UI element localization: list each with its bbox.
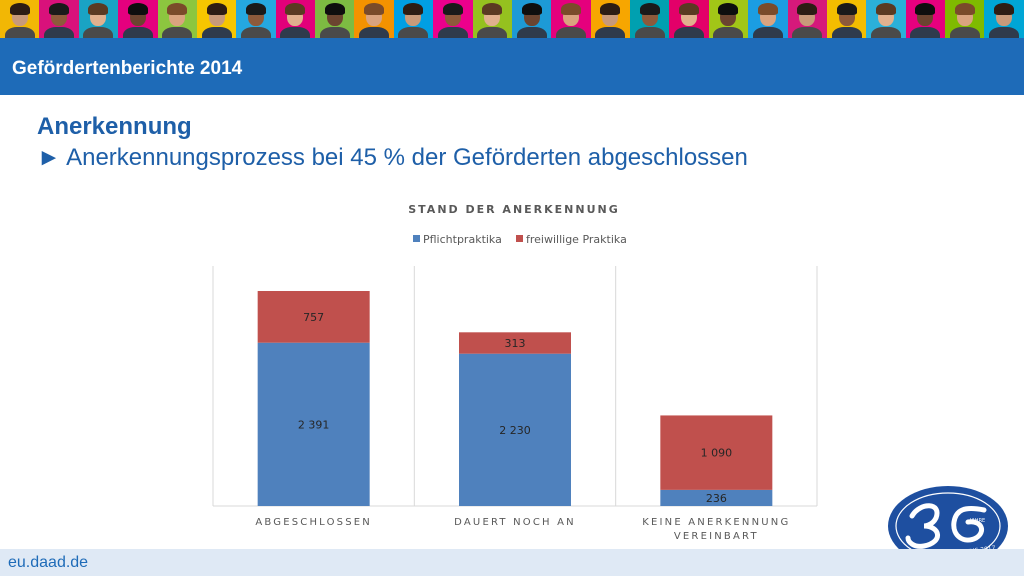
portrait-tile: [630, 0, 670, 38]
header-title: Gefördertenberichte 2014: [12, 58, 243, 79]
portrait-tile: [708, 0, 749, 38]
data-label: 2 391: [298, 418, 330, 431]
portrait-tile: [433, 0, 473, 38]
portrait-tile: [905, 0, 945, 38]
data-label: 757: [303, 311, 324, 324]
bar-pflichtpraktika: [660, 489, 773, 506]
portrait-tile: [945, 0, 985, 38]
portrait-tile: [748, 0, 788, 38]
portrait-tile: [78, 0, 119, 38]
portrait-tile: [354, 0, 394, 38]
legend-swatch: [413, 235, 420, 242]
portrait-tile: [39, 0, 79, 38]
portrait-tile: [275, 0, 315, 38]
data-label: 236: [706, 492, 727, 505]
portrait-tile: [669, 0, 709, 38]
portrait-tile: [393, 0, 434, 38]
footer-url[interactable]: eu.daad.de: [8, 554, 89, 571]
category-label: ABGESCHLOSSEN: [255, 517, 372, 528]
header-bar: Gefördertenberichte 2014: [0, 38, 1024, 95]
chart-legend: Pflichtpraktika freiwillige Praktika: [413, 233, 627, 246]
bar-freiwillige-praktika: [257, 290, 370, 343]
portrait-tile: [196, 0, 237, 38]
portrait-tile: [590, 0, 630, 38]
portrait-tile: [551, 0, 591, 38]
portrait-tile: [866, 0, 906, 38]
slide-title: Anerkennung: [37, 113, 192, 140]
legend-swatch: [516, 235, 523, 242]
portrait-tile: [984, 0, 1024, 38]
category-label: KEINE ANERKENNUNG: [642, 517, 790, 528]
bar-pflichtpraktika: [459, 353, 571, 506]
bar-freiwillige-praktika: [660, 415, 773, 490]
category-label: DAUERT NOCH AN: [454, 517, 576, 528]
bar-pflichtpraktika: [257, 342, 370, 506]
legend-label: freiwillige Praktika: [526, 233, 627, 246]
footer-bar: eu.daad.de: [0, 549, 1024, 576]
chart-title: STAND DER ANERKENNUNG: [408, 203, 620, 216]
portrait-tile: [118, 0, 158, 38]
portrait-tile: [0, 0, 40, 38]
category-label: VEREINBART: [674, 531, 759, 542]
logo-text-top: JAHRE: [969, 518, 985, 524]
bar-freiwillige-praktika: [459, 332, 571, 354]
photo-strip: [0, 0, 1024, 38]
slide-subtitle: ► Anerkennungsprozess bei 45 % der Geför…: [37, 144, 748, 171]
data-label: 1 090: [701, 447, 733, 460]
portrait-tile: [236, 0, 276, 38]
data-label: 2 230: [499, 424, 531, 437]
portrait-tile: [826, 0, 867, 38]
portrait-tile: [511, 0, 552, 38]
data-label: 313: [505, 337, 526, 350]
portrait-tile: [157, 0, 197, 38]
legend-label: Pflichtpraktika: [423, 233, 502, 246]
plot-area: 2 391 757 ABGESCHLOSSEN 2 230 313 DAUERT NOCH…: [212, 266, 818, 542]
portrait-tile: [472, 0, 512, 38]
portrait-tile: [315, 0, 355, 38]
portrait-tile: [787, 0, 827, 38]
